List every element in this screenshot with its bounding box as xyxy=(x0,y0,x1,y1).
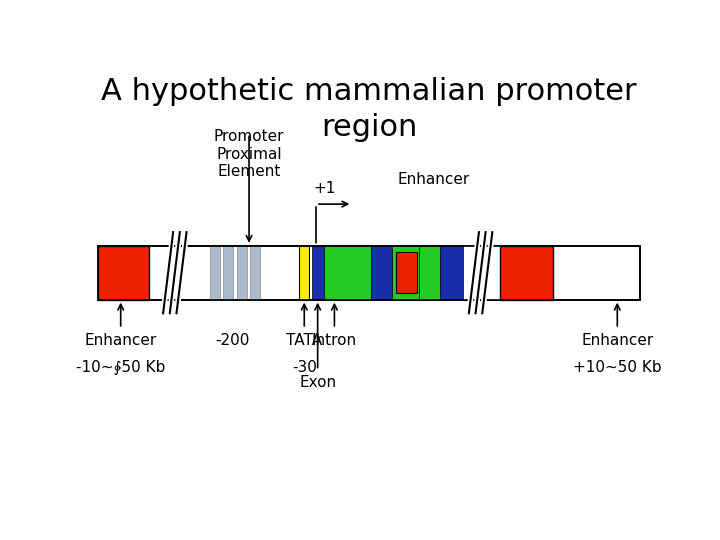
Text: A hypothetic mammalian promoter
region: A hypothetic mammalian promoter region xyxy=(102,77,636,142)
Bar xyxy=(99,246,639,300)
Bar xyxy=(392,246,419,300)
Bar xyxy=(441,246,464,300)
Bar xyxy=(324,246,372,300)
Bar xyxy=(99,246,148,300)
Bar xyxy=(237,246,247,300)
Text: -10~∲50 Kb: -10~∲50 Kb xyxy=(76,360,166,375)
Text: Enhancer: Enhancer xyxy=(581,333,654,348)
Bar xyxy=(464,246,500,300)
Bar xyxy=(250,246,260,300)
Text: +1: +1 xyxy=(313,181,336,196)
Text: Enhancer: Enhancer xyxy=(397,172,469,187)
Text: Promoter
Proximal
Element: Promoter Proximal Element xyxy=(214,129,284,179)
Bar xyxy=(300,246,310,300)
Bar xyxy=(500,246,553,300)
Text: Enhancer: Enhancer xyxy=(84,333,157,348)
Text: -30: -30 xyxy=(292,360,317,375)
Bar xyxy=(372,246,392,300)
Bar xyxy=(396,252,417,293)
Text: TATA: TATA xyxy=(287,333,323,348)
Bar xyxy=(210,246,220,300)
Text: +10~50 Kb: +10~50 Kb xyxy=(573,360,662,375)
Text: Intron: Intron xyxy=(312,333,357,348)
Text: Exon: Exon xyxy=(299,375,336,389)
Text: -200: -200 xyxy=(215,333,249,348)
Bar xyxy=(312,246,324,300)
Bar xyxy=(419,246,441,300)
Bar xyxy=(223,246,233,300)
Bar xyxy=(99,246,639,300)
